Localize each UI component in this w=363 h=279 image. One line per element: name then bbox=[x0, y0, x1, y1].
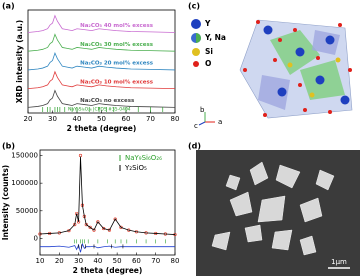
x-tick-label: 40 bbox=[93, 257, 102, 265]
data-point bbox=[88, 225, 92, 229]
panel-label: (c) bbox=[188, 2, 200, 11]
data-line bbox=[27, 89, 176, 108]
scale-bar-label: 1μm bbox=[331, 258, 347, 266]
axis-label: c bbox=[194, 122, 198, 130]
x-tick-label: 80 bbox=[171, 257, 180, 265]
panel-label: (d) bbox=[188, 142, 201, 151]
legend-label: NaY₉Si₆O₂₆ bbox=[125, 154, 162, 162]
y-axis-label: XRD intensity (a.u.) bbox=[15, 20, 24, 103]
x-tick-label: 30 bbox=[48, 115, 57, 123]
data-line bbox=[39, 156, 176, 235]
data-line bbox=[40, 242, 175, 253]
data-point bbox=[78, 153, 83, 158]
x-tick-label: 10 bbox=[36, 257, 45, 265]
data-point bbox=[119, 225, 123, 229]
data-line bbox=[27, 51, 176, 71]
data-point bbox=[113, 217, 117, 221]
legend-label: Y₂SiO₅ bbox=[124, 164, 147, 172]
data-line bbox=[27, 33, 176, 52]
plot-frame bbox=[39, 149, 176, 256]
x-tick-label: 30 bbox=[74, 257, 83, 265]
x-tick-label: 40 bbox=[73, 115, 82, 123]
x-tick-label: 60 bbox=[122, 115, 131, 123]
data-point bbox=[92, 228, 96, 232]
data-line bbox=[27, 70, 176, 90]
legend-label: Si bbox=[205, 47, 213, 56]
crystal-structure: Y Y, Na Si O a b c bbox=[191, 19, 353, 130]
sem-image: 1μm bbox=[196, 150, 360, 276]
data-line bbox=[27, 14, 176, 33]
legend-label: Y, Na bbox=[204, 33, 226, 42]
x-tick-label: 20 bbox=[24, 115, 33, 123]
panel-label: (a) bbox=[2, 2, 15, 11]
axis-label: a bbox=[218, 118, 222, 126]
axis-label: b bbox=[200, 106, 205, 114]
panel-label: (b) bbox=[2, 142, 15, 151]
series-label: Na₂CO₃ 10 mol% excess bbox=[80, 79, 154, 85]
y-tick-label: 100000 bbox=[11, 179, 38, 187]
x-tick-label: 80 bbox=[171, 115, 180, 123]
data-point bbox=[96, 220, 100, 224]
y-tick-label: 150000 bbox=[11, 152, 38, 160]
x-tick-label: 60 bbox=[132, 257, 141, 265]
series-label: Na₂CO₃ 20 mol% excess bbox=[80, 61, 154, 67]
legend-label: O bbox=[205, 59, 211, 68]
x-tick-label: 20 bbox=[55, 257, 64, 265]
x-tick-label: 70 bbox=[146, 115, 155, 123]
y-axis-label: Intensity (counts) bbox=[1, 165, 10, 240]
y-tick-label: 0 bbox=[34, 234, 38, 242]
x-tick-label: 50 bbox=[113, 257, 122, 265]
series-label: Na₂CO₃ 40 mol% excess bbox=[80, 23, 154, 29]
x-axis-label: 2 theta (degree) bbox=[73, 266, 143, 275]
legend-label: Y bbox=[204, 19, 211, 28]
x-axis-label: 2 theta (degree) bbox=[67, 124, 137, 133]
x-tick-label: 50 bbox=[97, 115, 106, 123]
series-label: Na₂CO₃ 30 mol% excess bbox=[80, 42, 154, 48]
y-tick-label: 50000 bbox=[16, 207, 38, 215]
x-tick-label: 70 bbox=[151, 257, 160, 265]
reference-label: NaY₉Si₆O₂₆ JCPDS #35-0404 bbox=[68, 107, 131, 113]
series-label: Na₂CO₃ no excess bbox=[80, 98, 135, 104]
